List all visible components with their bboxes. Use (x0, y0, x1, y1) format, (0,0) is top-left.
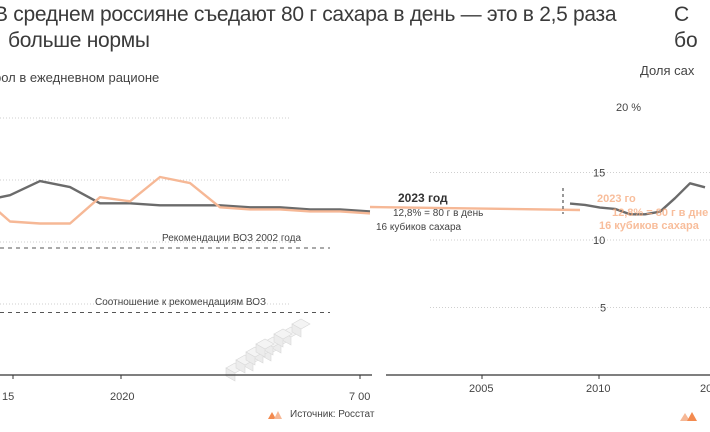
series-line-dark (0, 179, 371, 213)
sugar-cube-side (273, 333, 284, 348)
left-x-tick-label: 7 00 (349, 391, 370, 403)
who-ratio-label: Соотношение к рекомендациям ВОЗ (95, 297, 266, 308)
subtitle-right: Доля сах (640, 63, 695, 78)
right-year-label: 2023 го (597, 193, 636, 205)
right-y-tick-label: 15 (593, 168, 605, 180)
right-x-tick-label: 2005 (469, 383, 493, 395)
title-line-2: больше нормы (8, 29, 150, 52)
ratio-label: 12,8% = 80 г в день (393, 208, 483, 219)
right-y-tick-label: 20 % (616, 102, 641, 114)
chart-title: В среднем россияне съедают 80 г сахара в… (0, 2, 664, 54)
source-label: Источник: Росстат (290, 409, 375, 420)
footer: Источник: Росстат (268, 409, 374, 420)
corner-logo-icon (680, 412, 697, 421)
right-y-tick-label: 5 (600, 303, 606, 315)
title-line-1: В среднем россияне съедают 80 г сахара в… (0, 3, 617, 26)
sugar-cubes-illustration (225, 318, 311, 382)
sugar-cube-side (291, 323, 302, 338)
subtitle-left: рол в ежедневном рационе (0, 70, 160, 85)
sugar-cube-side (255, 343, 266, 358)
left-chart: Рекомендации ВОЗ 2002 года Соотношение к … (0, 117, 581, 403)
right-x-tick-label: 20 (700, 383, 710, 395)
sugar-cube-side (245, 351, 256, 366)
title-right-line-2: бо (674, 29, 698, 52)
right-series-line (569, 182, 706, 216)
right-cubes-label: 16 кубиков сахара (599, 220, 700, 232)
series-line-orange (0, 175, 371, 225)
series-line-orange-extension (369, 205, 581, 212)
title-right-line-1: С (674, 3, 690, 26)
cubes-label: 16 кубиков сахара (376, 221, 462, 233)
sugar-cube-side (235, 359, 246, 374)
right-ratio-label: 12,8% = 80 г в дне (612, 207, 708, 219)
right-y-tick-label: 10 (593, 235, 605, 247)
right-x-tick-label: 2010 (586, 383, 610, 395)
who-2002-label: Рекомендации ВОЗ 2002 года (162, 233, 301, 244)
year-2023-label: 2023 год (398, 191, 448, 205)
chart-title-right: С бо (674, 2, 710, 54)
left-x-tick-label: 2020 (110, 391, 134, 403)
source-logo-icon (268, 410, 282, 419)
left-x-tick-label: 15 (2, 391, 14, 403)
